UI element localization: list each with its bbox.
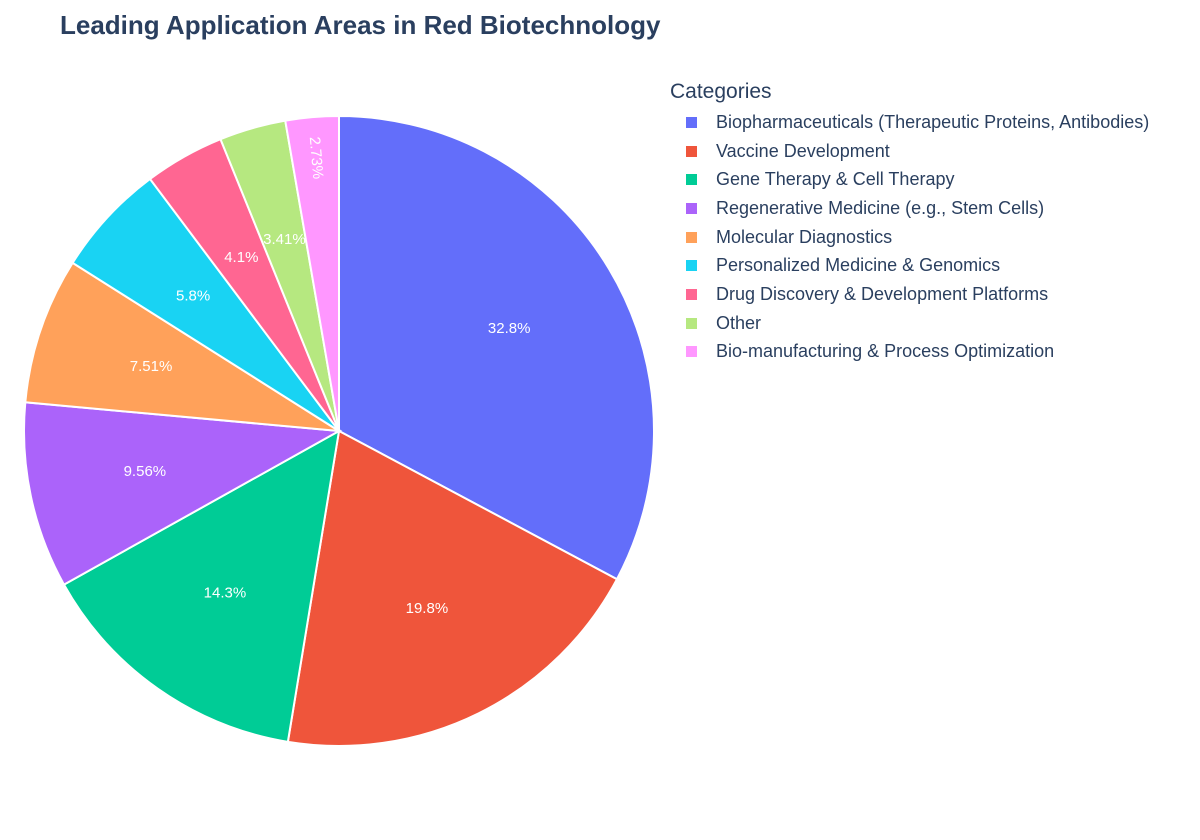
legend-item[interactable]: Vaccine Development xyxy=(670,137,1149,166)
pie-chart: 32.8% 19.8% 14.3% 9.56% 7.51% 5.8% 4.1% 3.41% 2.… xyxy=(23,114,655,747)
legend-swatch xyxy=(686,145,697,157)
legend-swatch xyxy=(686,288,697,300)
pie-slice-vaccine-development[interactable] xyxy=(286,429,619,747)
legend-swatch xyxy=(686,174,697,186)
legend-items: Biopharmaceuticals (Therapeutic Proteins… xyxy=(670,108,1149,366)
pie-slice-gene-therapy-cell-therapy[interactable] xyxy=(62,429,341,743)
legend-label: Vaccine Development xyxy=(716,140,890,161)
legend-swatch xyxy=(686,202,697,214)
legend-item[interactable]: Gene Therapy & Cell Therapy xyxy=(670,165,1149,194)
legend-title: Categories xyxy=(670,80,772,103)
slice-label: 7.51% xyxy=(130,358,173,375)
legend-item[interactable]: Personalized Medicine & Genomics xyxy=(670,251,1149,280)
pie-slice-bio-manufacturing-process-optimization[interactable] xyxy=(284,114,340,432)
legend-label: Gene Therapy & Cell Therapy xyxy=(716,169,955,190)
slice-label: 2.73% xyxy=(306,136,327,180)
slice-label: 19.8% xyxy=(406,600,449,617)
legend-label: Other xyxy=(716,312,762,333)
legend-label: Bio-manufacturing & Process Optimization xyxy=(716,341,1055,362)
slice-label: 4.1% xyxy=(224,249,258,266)
legend-label: Drug Discovery & Development Platforms xyxy=(716,283,1049,304)
legend-item[interactable]: Other xyxy=(670,309,1149,338)
legend-item[interactable]: Bio-manufacturing & Process Optimization xyxy=(670,338,1149,367)
pie-slice-regenerative-medicine-e-g-stem-cells[interactable] xyxy=(23,401,343,586)
pie-slice-labels: 32.8% 19.8% 14.3% 9.56% 7.51% 5.8% 4.1% 3.41% 2.… xyxy=(124,136,531,617)
legend-label: Biopharmaceuticals (Therapeutic Proteins… xyxy=(716,111,1150,132)
slice-label: 32.8% xyxy=(488,320,531,337)
legend-label: Personalized Medicine & Genomics xyxy=(716,255,1001,276)
legend: Categories Biopharmaceuticals (Therapeut… xyxy=(670,80,1149,366)
legend-item[interactable]: Molecular Diagnostics xyxy=(670,223,1149,252)
legend-item[interactable]: Biopharmaceuticals (Therapeutic Proteins… xyxy=(670,108,1149,137)
slice-label: 14.3% xyxy=(204,584,247,601)
chart-title: Leading Application Areas in Red Biotech… xyxy=(60,10,661,40)
legend-swatch xyxy=(686,116,697,128)
pie-slice-molecular-diagnostics[interactable] xyxy=(24,261,340,432)
legend-label: Molecular Diagnostics xyxy=(716,226,893,247)
legend-swatch xyxy=(686,317,697,329)
pie-slice-biopharmaceuticals-therapeutic-proteins-antibodies[interactable] xyxy=(338,114,655,581)
legend-item[interactable]: Regenerative Medicine (e.g., Stem Cells) xyxy=(670,194,1149,223)
legend-label: Regenerative Medicine (e.g., Stem Cells) xyxy=(716,197,1045,218)
legend-swatch xyxy=(686,346,697,358)
legend-item[interactable]: Drug Discovery & Development Platforms xyxy=(670,280,1149,309)
slice-label: 5.8% xyxy=(176,287,210,304)
legend-swatch xyxy=(686,231,697,243)
slice-label: 9.56% xyxy=(124,463,167,480)
pie-slices xyxy=(23,114,655,747)
slice-label: 3.41% xyxy=(263,231,306,248)
legend-swatch xyxy=(686,260,697,272)
